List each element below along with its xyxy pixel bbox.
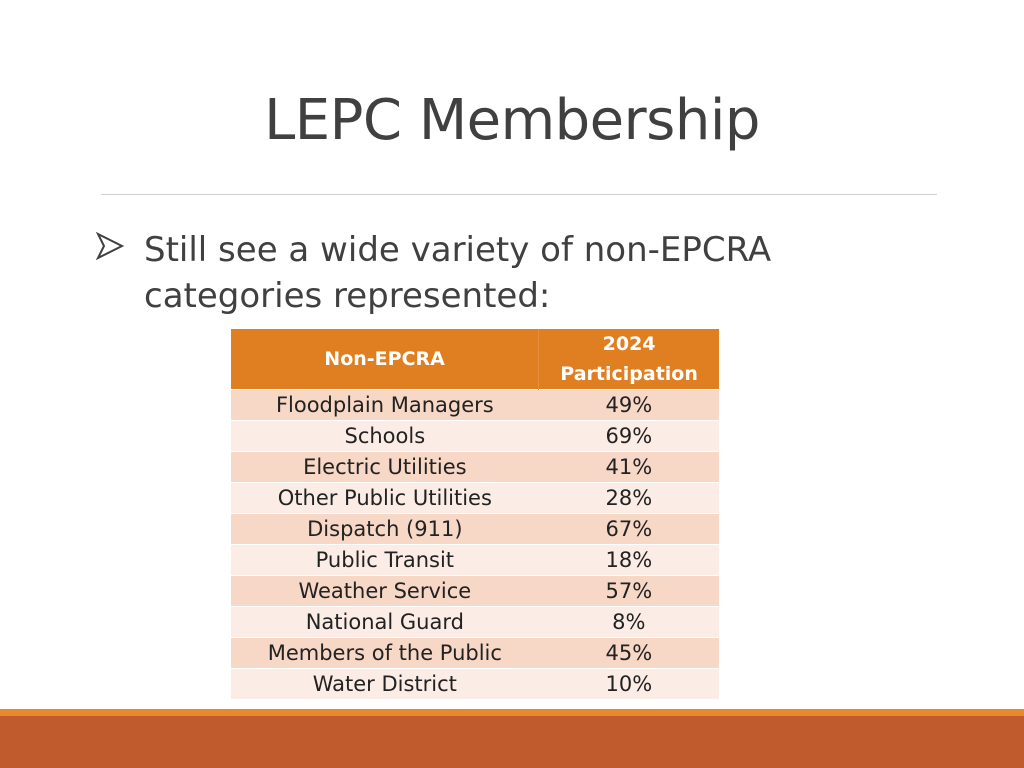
participation-cell: 10% (538, 668, 719, 699)
participation-cell: 18% (538, 544, 719, 576)
table-row: Water District 10% (231, 668, 719, 699)
table-row: Public Transit 18% (231, 544, 719, 576)
table-row: National Guard 8% (231, 606, 719, 638)
category-cell: Schools (231, 420, 539, 452)
participation-cell: 8% (538, 606, 719, 638)
table-row: Weather Service 57% (231, 575, 719, 607)
table-row: Members of the Public 45% (231, 637, 719, 669)
category-cell: Public Transit (231, 544, 539, 576)
footer-accent-line (0, 709, 1024, 716)
header-participation-label: Participation (560, 363, 698, 385)
header-year: 2024 (602, 333, 656, 355)
footer-band (0, 716, 1024, 768)
participation-cell: 49% (538, 389, 719, 421)
participation-cell: 28% (538, 482, 719, 514)
category-cell: Electric Utilities (231, 451, 539, 483)
category-cell: Weather Service (231, 575, 539, 607)
participation-cell: 67% (538, 513, 719, 545)
category-cell: Members of the Public (231, 637, 539, 669)
table-row: Other Public Utilities 28% (231, 482, 719, 514)
slide-title: LEPC Membership (264, 88, 760, 153)
participation-cell: 57% (538, 575, 719, 607)
participation-cell: 41% (538, 451, 719, 483)
table-row: Electric Utilities 41% (231, 451, 719, 483)
category-cell: Floodplain Managers (231, 389, 539, 421)
category-cell: Other Public Utilities (231, 482, 539, 514)
table-row: Floodplain Managers 49% (231, 389, 719, 421)
participation-cell: 69% (538, 420, 719, 452)
category-cell: Water District (231, 668, 539, 699)
category-cell: Dispatch (911) (231, 513, 539, 545)
title-divider (101, 194, 937, 195)
table-row: Schools 69% (231, 420, 719, 452)
membership-table: Non-EPCRA 2024 Participation Floodplain … (231, 329, 719, 699)
category-cell: National Guard (231, 606, 539, 638)
bullet-text: Still see a wide variety of non-EPCRA ca… (144, 230, 772, 316)
table-row: Dispatch (911) 67% (231, 513, 719, 545)
bullet-point: Still see a wide variety of non-EPCRA ca… (95, 227, 935, 319)
participation-cell: 45% (538, 637, 719, 669)
table-header-row: Non-EPCRA 2024 Participation (231, 329, 719, 390)
header-participation: 2024 Participation (538, 329, 719, 390)
header-non-epcra: Non-EPCRA (231, 329, 540, 390)
arrowhead-bullet-icon (95, 231, 125, 261)
